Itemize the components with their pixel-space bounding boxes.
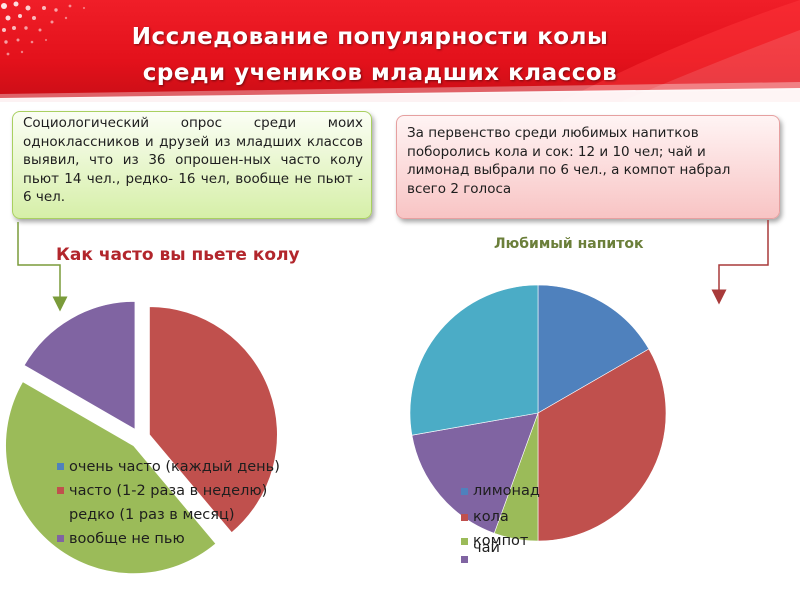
legend-swatch-вообще-не-пью [57,535,64,542]
pie-slice-редко-1-раз-в-месяц [5,381,217,574]
legend-label-часто-1-2-раза-в-неделю: часто (1-2 раза в неделю) [69,483,267,499]
pie-slice-чай [411,412,539,534]
legend-swatch-часто-1-2-раза-в-неделю [57,487,64,494]
legend-label-кола: кола [473,509,509,525]
legend-swatch-лимонад [461,488,468,495]
pie-slice-часто-1-2-раза-в-неделю [148,306,278,534]
pie-slice-вообще-не-пью [23,300,136,431]
chart-title-favorite-drink: Любимый напиток [494,236,644,252]
chart-title-frequency: Как часто вы пьете колу [56,245,300,265]
survey-summary-callout: Социологический опрос среди моих однокла… [12,111,372,219]
slide-title-line-2: среди учеников младших классов [142,60,618,86]
pie-slice-лимонад [537,284,650,414]
legend-swatch-редко-1-раз-в-месяц [57,511,64,518]
legend-label-редко-1-раз-в-месяц: редко (1 раз в месяц) [69,507,235,523]
legend-swatch-компот [461,538,468,545]
legend-label-очень-часто-каждый-день: очень часто (каждый день) [69,459,280,475]
favorite-drink-callout: За первенство среди любимых напитков поб… [396,115,780,219]
slide-header: Исследование популярности колы среди уче… [0,0,800,102]
pie-chart-frequency [5,300,278,574]
legend-label-чай: чай [473,540,500,556]
legend-label-компот: компот [473,533,529,549]
legend-swatch-чай [461,556,468,563]
header-decoration [0,0,800,102]
pie-slice-сок [409,284,539,436]
legend-label-лимонад: лимонад [473,483,540,499]
legend-frequency: очень часто (каждый день) часто (1-2 раза… [57,459,280,547]
pie-slice-кола [537,348,667,542]
slide-title-line-1: Исследование популярности колы [131,24,609,50]
legend-swatch-кола [461,514,468,521]
connector-arrow-right [711,220,769,305]
connector-arrow-left [17,222,68,312]
legend-label-вообще-не-пью: вообще не пью [69,531,185,547]
legend-swatch-очень-часто-каждый-день [57,463,64,470]
pie-chart-favorite-drink [409,284,667,542]
